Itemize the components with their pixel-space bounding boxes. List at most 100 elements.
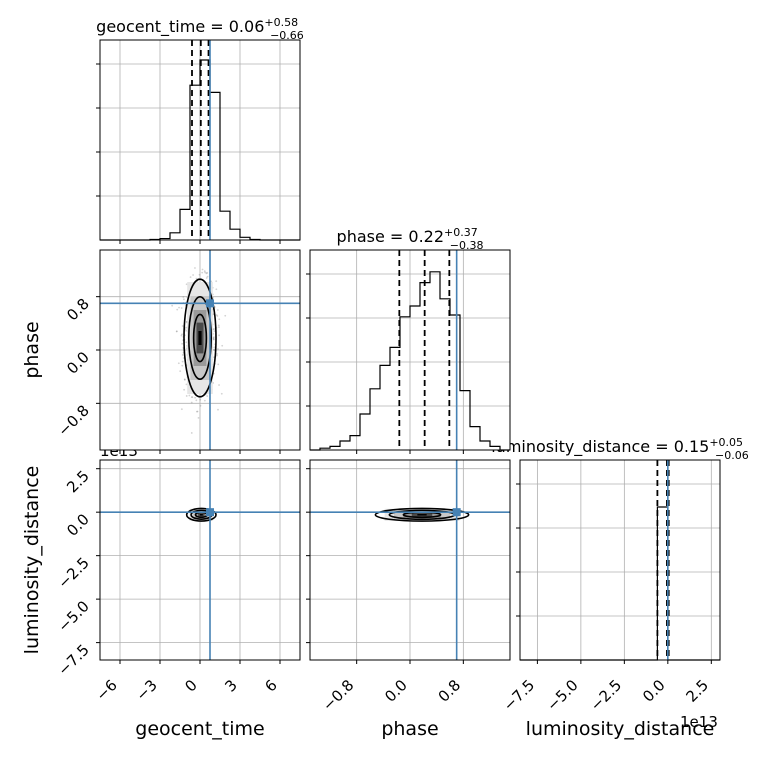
y-tick-label: 0.0 (63, 510, 93, 540)
sample-point (175, 330, 178, 333)
sample-point (203, 270, 206, 273)
sample-point (216, 309, 219, 311)
title-geocent-time-eq: = (205, 17, 229, 36)
density-block (417, 514, 427, 516)
sample-point (206, 395, 209, 397)
sample-point (224, 314, 227, 317)
sample-point (179, 370, 182, 373)
sample-point (189, 276, 192, 279)
title-luminosity-distance: luminosity_distance = 0.15+0.05 −0.06 (491, 436, 749, 462)
sample-point (191, 396, 194, 399)
sample-point (180, 408, 183, 411)
sample-point (205, 277, 208, 279)
sample-point (212, 338, 215, 341)
sample-point (212, 336, 215, 339)
y-tick-label: 2.5 (63, 467, 93, 497)
x-tick-label: −3 (132, 676, 160, 704)
panel-frame (519, 459, 721, 661)
panel-frame (99, 459, 301, 661)
x-tick-label: 0.0 (381, 676, 411, 706)
sample-point (199, 398, 202, 401)
sample-point (221, 344, 224, 347)
sample-point (195, 277, 198, 280)
ylabel-luminosity-distance: luminosity_distance (21, 466, 43, 655)
ylabel-phase: phase (21, 321, 43, 378)
contour-line (192, 313, 208, 363)
sample-point (185, 383, 188, 386)
title-luminosity-distance-eq: = (650, 437, 674, 456)
sample-point (213, 348, 216, 351)
sample-point (183, 378, 186, 381)
sample-point (185, 326, 188, 329)
truth-marker (206, 299, 214, 308)
sample-point (206, 271, 209, 274)
x-tick-label: 6 (261, 676, 280, 695)
sample-point (188, 394, 191, 397)
title-geocent-time-name: geocent_time (96, 17, 205, 37)
pair-panel-geocent-time-vs-luminosity-distance: −6 −3 0 3 6 −7.5 −5.0 −2.5 0.0 2.5 (54, 459, 301, 704)
contour-line (374, 507, 470, 522)
sample-point (180, 307, 183, 309)
sample-point (217, 408, 219, 411)
sample-point (190, 396, 193, 399)
xlabel-luminosity-distance: luminosity_distance (526, 718, 715, 740)
sample-point (184, 328, 187, 331)
sample-point (198, 273, 201, 276)
diag-panel-geocent-time (96, 39, 301, 244)
panel-frame (99, 249, 301, 451)
sample-point (181, 360, 184, 363)
sample-point (180, 334, 183, 337)
panel-background (520, 460, 720, 660)
sample-point (171, 304, 174, 307)
sample-point (185, 283, 188, 286)
sample-point (212, 337, 215, 340)
title-luminosity-distance-name: luminosity_distance (491, 437, 650, 457)
contour-line (183, 278, 217, 398)
sample-point (199, 404, 202, 407)
sample-point (183, 378, 186, 381)
y-tick-label: 0.8 (63, 295, 93, 325)
panel-frame (309, 459, 511, 661)
sample-point (177, 362, 180, 365)
pair-panel-geocent-time-vs-phase: −0.8 0.0 0.8 (54, 249, 301, 454)
sample-point (196, 410, 199, 413)
truth-marker (206, 508, 214, 517)
sample-point (197, 416, 200, 419)
x-tick-label: 0.8 (435, 676, 465, 706)
sample-point (216, 315, 219, 317)
title-phase: phase = 0.22+0.37 −0.38 (337, 226, 484, 252)
y-tick-label: −2.5 (54, 554, 92, 592)
title-luminosity-distance-median: 0.15 (674, 437, 710, 456)
offset-label-x-luminosity-distance: 1e13 (680, 713, 718, 731)
sample-point (212, 328, 215, 331)
panel-content (100, 250, 300, 450)
sample-point (182, 298, 185, 301)
sample-point (201, 271, 204, 274)
contour-line (185, 507, 217, 522)
y-tick-label: −7.5 (54, 641, 92, 679)
sample-point (192, 274, 195, 276)
sample-point (218, 318, 221, 321)
sample-point (216, 354, 218, 357)
sample-point (218, 384, 220, 386)
sample-point (196, 410, 198, 413)
y-tick-label: 0.0 (63, 348, 93, 378)
title-geocent-time-upper: +0.58 (264, 16, 298, 29)
sample-point (206, 275, 209, 278)
sample-point (220, 392, 223, 395)
title-phase-eq: = (385, 227, 409, 246)
sample-point (181, 333, 183, 336)
sample-point (190, 432, 193, 434)
sample-point (215, 280, 218, 283)
title-phase-median: 0.22 (408, 227, 444, 246)
pair-panel-phase-vs-luminosity-distance: −0.8 0.0 0.8 (306, 459, 511, 715)
sample-point (183, 388, 186, 391)
sample-point (181, 342, 184, 345)
xlabel-geocent-time: geocent_time (135, 718, 264, 740)
sample-point (194, 396, 197, 399)
density-block (199, 514, 203, 516)
diag-panel-luminosity-distance: −7.5 −5.0 −2.5 0.0 2.5 (500, 459, 721, 715)
sample-point (181, 325, 184, 327)
sample-point (215, 288, 218, 291)
sample-point (185, 395, 188, 397)
